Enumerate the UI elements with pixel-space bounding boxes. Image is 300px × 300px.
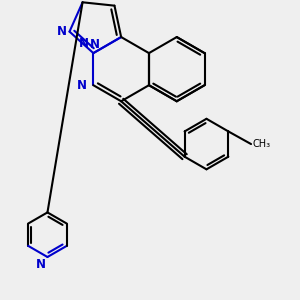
Text: CH₃: CH₃ — [253, 139, 271, 149]
Text: N: N — [90, 38, 100, 51]
Text: N: N — [79, 37, 89, 50]
Text: N: N — [56, 25, 67, 38]
Text: N: N — [36, 258, 46, 271]
Text: N: N — [77, 79, 87, 92]
